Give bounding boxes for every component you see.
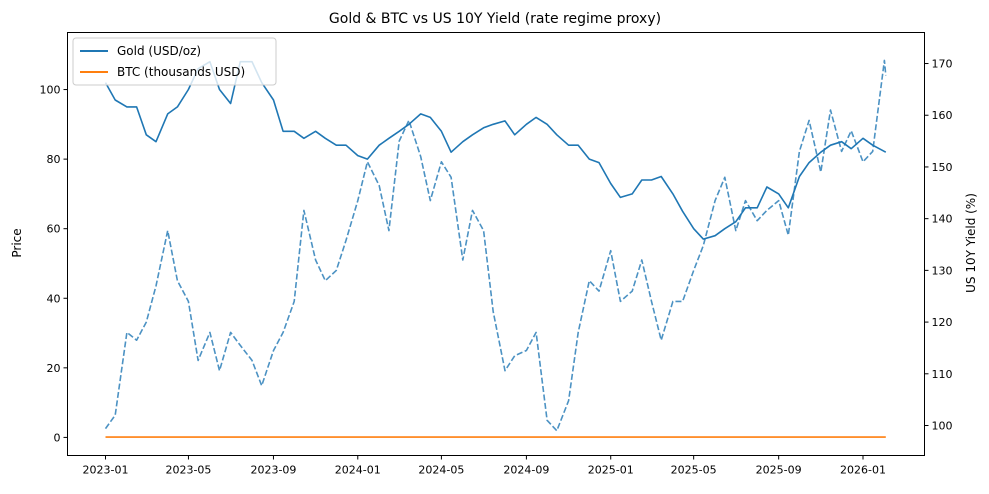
y-right-tick-label: 120	[932, 316, 953, 329]
y-axis-label: Price	[10, 228, 24, 257]
x-tick-label: 2024-05	[418, 464, 464, 477]
y-right-tick-label: 100	[932, 420, 953, 433]
y-tick-label: 40	[47, 292, 61, 305]
y-tick-label: 0	[54, 431, 61, 444]
y-right-tick-label: 110	[932, 368, 953, 381]
y-tick-label: 60	[47, 223, 61, 236]
y-axis-left: 0 20 40 60 80 100	[40, 84, 68, 444]
x-tick-label: 2023-05	[165, 464, 211, 477]
series-line-0	[104, 60, 887, 240]
y-right-tick-label: 140	[932, 213, 953, 226]
y-axis-right-label: US 10Y Yield (%)	[964, 193, 978, 293]
x-tick-label: 2024-01	[335, 464, 381, 477]
plot-area	[104, 59, 887, 438]
x-tick-label: 2025-01	[588, 464, 634, 477]
legend-label-gold: Gold (USD/oz)	[117, 44, 201, 58]
legend-box	[72, 37, 277, 86]
series-line-2	[104, 59, 887, 432]
y-tick-label: 80	[47, 153, 61, 166]
y-right-tick-label: 170	[932, 58, 953, 71]
y-right-tick-label: 160	[932, 109, 953, 122]
x-tick-label: 2024-09	[503, 464, 549, 477]
x-tick-label: 2025-05	[671, 464, 717, 477]
legend: Gold (USD/oz) BTC (thousands USD)	[72, 37, 277, 86]
y-right-tick-label: 150	[932, 161, 953, 174]
x-tick-label: 2023-09	[250, 464, 296, 477]
plot-frame	[67, 32, 925, 456]
legend-label-btc: BTC (thousands USD)	[117, 65, 245, 79]
y-axis-right: 100 110 120 130 140 150 160 170	[924, 58, 953, 433]
y-right-tick-label: 130	[932, 264, 953, 277]
x-axis: 2023-01 2023-05 2023-09 2024-01 2024-05 2024-…	[83, 455, 886, 477]
chart-title: Gold & BTC vs US 10Y Yield (rate regime …	[329, 11, 661, 27]
x-tick-label: 2026-01	[840, 464, 886, 477]
y-tick-label: 20	[47, 362, 61, 375]
x-tick-label: 2025-09	[756, 464, 802, 477]
y-tick-label: 100	[40, 84, 61, 97]
x-tick-label: 2023-01	[83, 464, 129, 477]
